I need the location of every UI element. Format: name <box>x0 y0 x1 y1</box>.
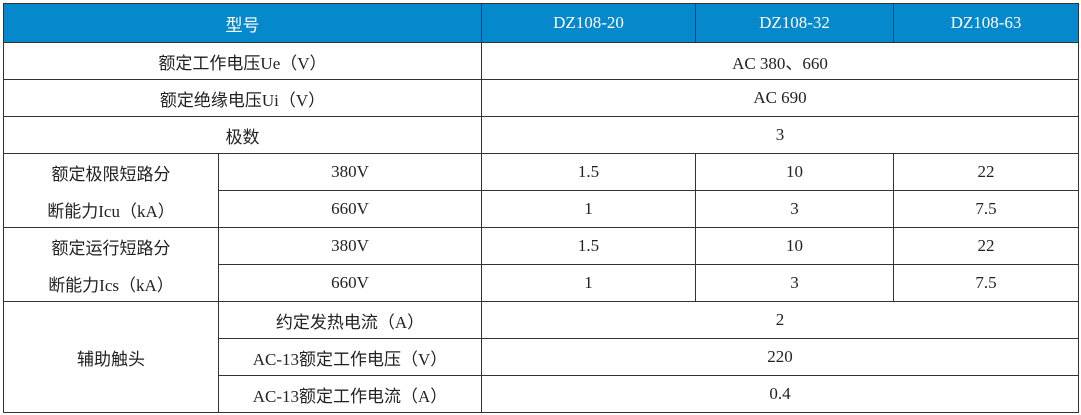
cell-value: 1 <box>481 264 696 302</box>
table-row: AC-13额定工作电压（V） 220 <box>4 338 1079 376</box>
sub-label: 660V <box>218 264 482 302</box>
row-label: 辅助触头 <box>3 301 219 413</box>
sub-label: AC-13额定工作电压（V） <box>218 338 482 376</box>
model-header: DZ108-63 <box>893 3 1079 43</box>
cell-value: 7.5 <box>893 264 1079 302</box>
cell-value: 0.4 <box>481 375 1079 413</box>
sub-label: 380V <box>218 153 482 191</box>
table-row: 断能力Ics（kA） 660V 1 3 7.5 <box>3 264 1079 302</box>
model-header: DZ108-20 <box>481 3 696 43</box>
sub-label: AC-13额定工作电流（A） <box>218 375 482 413</box>
cell-value: 1 <box>481 190 696 228</box>
header-row: 型号 DZ108-20 DZ108-32 DZ108-63 <box>3 3 1079 43</box>
row-label: 断能力Ics（kA） <box>3 264 219 302</box>
cell-value: 1.5 <box>481 153 696 191</box>
cell-value: AC 690 <box>481 79 1079 117</box>
table-row: 额定运行短路分 380V 1.5 10 22 <box>3 227 1079 265</box>
sub-label: 约定发热电流（A） <box>218 301 482 339</box>
model-header: DZ108-32 <box>695 3 894 43</box>
cell-value: AC 380、660 <box>481 42 1079 80</box>
cell-value: 2 <box>481 301 1079 339</box>
cell-value: 10 <box>695 227 894 265</box>
table-row: 辅助触头 约定发热电流（A） 2 <box>3 301 1079 413</box>
cell-value: 22 <box>893 227 1079 265</box>
cell-value: 3 <box>695 264 894 302</box>
cell-value: 22 <box>893 153 1079 191</box>
table-row: 断能力Icu（kA） 660V 1 3 7.5 <box>3 190 1079 228</box>
cell-value: 3 <box>481 116 1079 154</box>
table-row: 额定极限短路分 380V 1.5 10 22 <box>3 153 1079 191</box>
row-label: 额定极限短路分 <box>3 153 219 191</box>
cell-value: 220 <box>481 338 1079 376</box>
table-row: 额定工作电压Ue（V） AC 380、660 <box>3 42 1079 80</box>
table-row: 额定绝缘电压Ui（V） AC 690 <box>3 79 1079 117</box>
model-header: 型号 <box>3 3 482 43</box>
cell-value: 10 <box>695 153 894 191</box>
row-label: 额定运行短路分 <box>3 227 219 265</box>
row-label: 极数 <box>3 116 482 154</box>
row-label: 额定工作电压Ue（V） <box>3 42 482 80</box>
row-label: 断能力Icu（kA） <box>3 190 219 228</box>
cell-value: 7.5 <box>893 190 1079 228</box>
sub-label: 660V <box>218 190 482 228</box>
sub-label: 380V <box>218 227 482 265</box>
table-row: AC-13额定工作电流（A） 0.4 <box>4 375 1079 413</box>
cell-value: 3 <box>695 190 894 228</box>
row-label: 额定绝缘电压Ui（V） <box>3 79 482 117</box>
table-row: 极数 3 <box>3 116 1079 154</box>
cell-value: 1.5 <box>481 227 696 265</box>
spec-table: 型号 DZ108-20 DZ108-32 DZ108-63 额定工作电压Ue（V… <box>3 3 1079 413</box>
